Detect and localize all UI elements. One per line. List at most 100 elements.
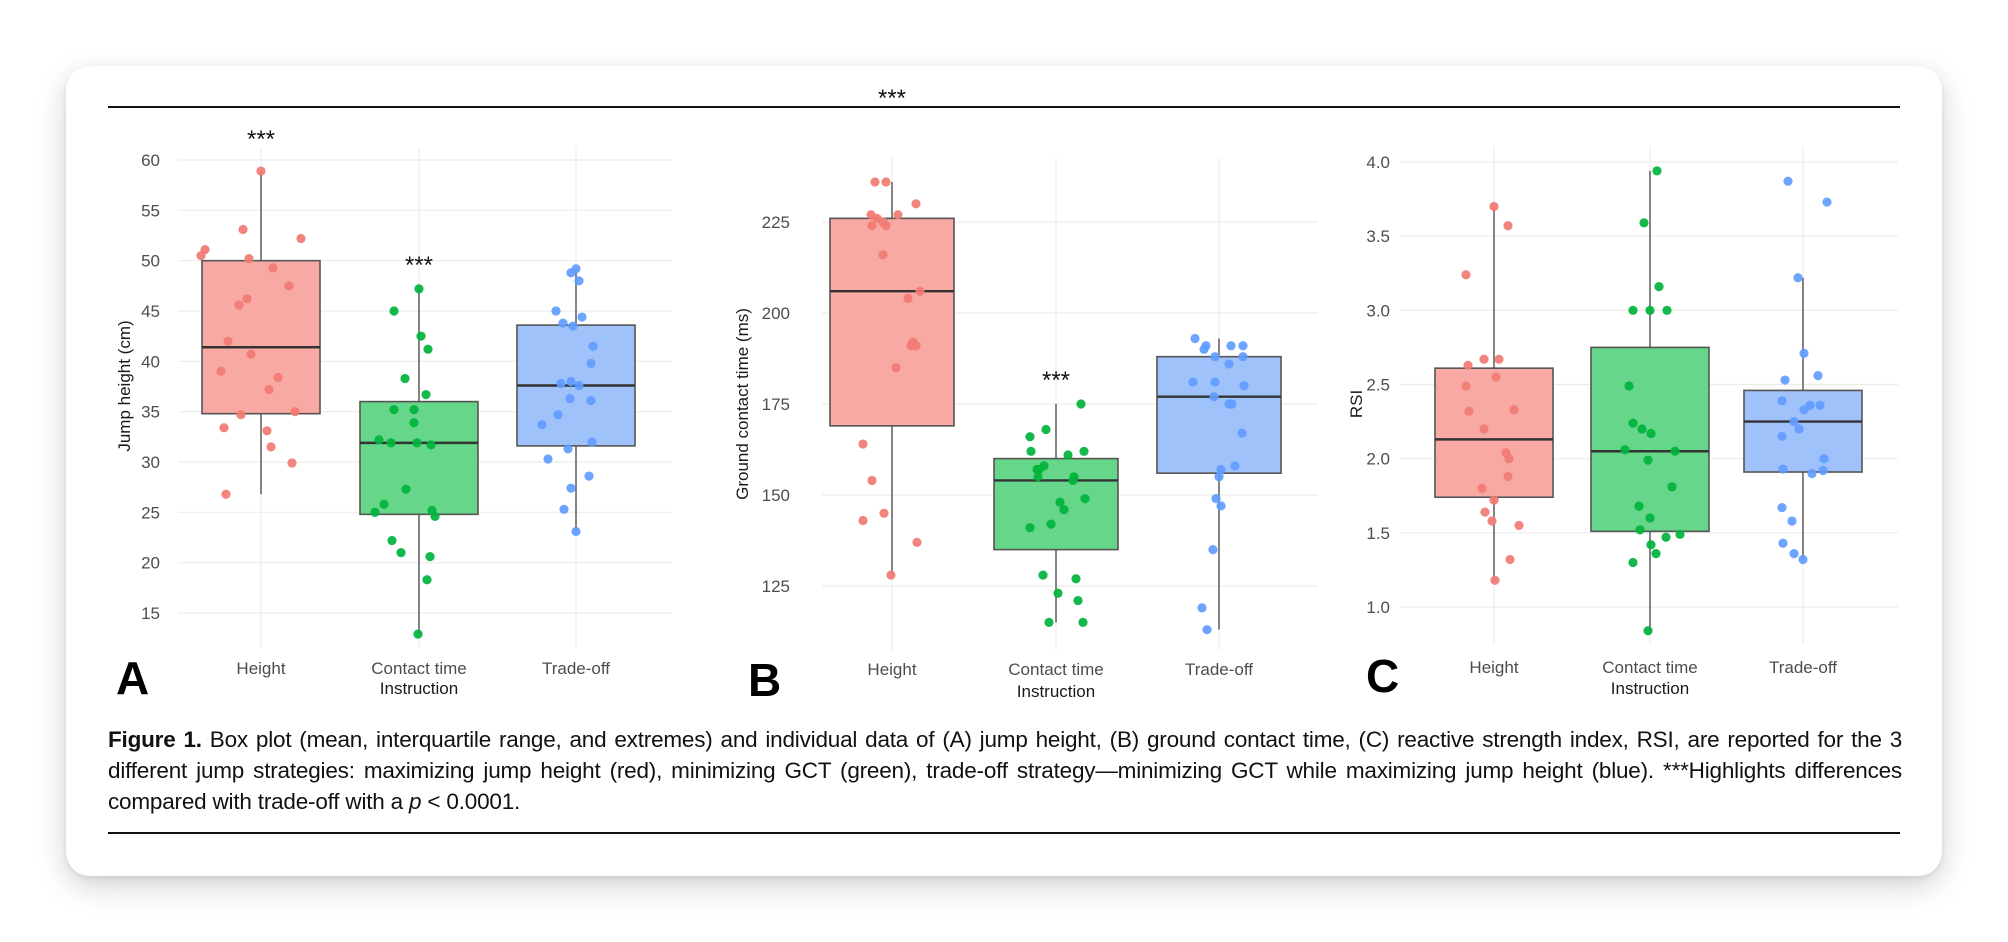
data-point	[1073, 596, 1082, 605]
panel-a: 15202530354045505560Jump height (cm)***H…	[115, 126, 672, 704]
data-point	[396, 548, 405, 557]
y-tick-label: 50	[141, 252, 160, 271]
data-point	[379, 500, 388, 509]
data-point	[1639, 218, 1648, 227]
y-tick-label: 40	[141, 352, 160, 371]
data-point	[1819, 454, 1828, 463]
data-point	[387, 536, 396, 545]
data-point	[1643, 626, 1652, 635]
data-point	[1071, 574, 1080, 583]
data-point	[389, 405, 398, 414]
y-axis-label: Jump height (cm)	[115, 320, 134, 451]
data-point	[879, 509, 888, 518]
y-tick-label: 20	[141, 554, 160, 573]
data-point	[1799, 349, 1808, 358]
data-point	[244, 254, 253, 263]
x-category-label: Contact time	[1008, 660, 1103, 679]
data-point	[1059, 505, 1068, 514]
data-point	[915, 287, 924, 296]
y-tick-label: 45	[141, 302, 160, 321]
data-point	[1777, 503, 1786, 512]
x-category-label: Trade-off	[542, 659, 610, 678]
data-point	[1199, 345, 1208, 354]
data-point	[563, 444, 572, 453]
data-point	[1053, 589, 1062, 598]
x-category-label: Height	[867, 660, 916, 679]
data-point	[1778, 464, 1787, 473]
data-point	[1645, 513, 1654, 522]
data-point	[1491, 372, 1500, 381]
data-point	[216, 367, 225, 376]
data-point	[911, 199, 920, 208]
data-point	[416, 332, 425, 341]
data-point	[553, 410, 562, 419]
data-point	[1651, 549, 1660, 558]
data-point	[886, 570, 895, 579]
data-point	[386, 438, 395, 447]
data-point	[196, 251, 205, 260]
data-point	[1063, 450, 1072, 459]
data-point	[1238, 352, 1247, 361]
data-point	[586, 359, 595, 368]
data-point	[412, 438, 421, 447]
data-point	[1807, 469, 1816, 478]
data-point	[1230, 461, 1239, 470]
data-point	[1461, 270, 1470, 279]
data-point	[1661, 533, 1670, 542]
data-point	[1670, 447, 1679, 456]
data-point	[1637, 424, 1646, 433]
series-trade-off	[1157, 334, 1281, 634]
data-point	[400, 374, 409, 383]
data-point	[296, 234, 305, 243]
data-point	[1489, 496, 1498, 505]
data-point	[389, 306, 398, 315]
data-point	[425, 552, 434, 561]
data-point	[1620, 445, 1629, 454]
data-point	[1210, 352, 1219, 361]
data-point	[422, 575, 431, 584]
series-contact-time: ***	[360, 252, 478, 639]
data-point	[1208, 545, 1217, 554]
data-point	[588, 342, 597, 351]
data-point	[577, 312, 586, 321]
bottom-rule	[108, 832, 1900, 834]
box-iqr	[202, 261, 320, 414]
data-point	[1789, 549, 1798, 558]
significance-marker: ***	[247, 126, 275, 153]
x-category-label: Contact time	[1602, 658, 1697, 677]
box-iqr	[360, 402, 478, 515]
data-point	[238, 225, 247, 234]
data-point	[1509, 405, 1518, 414]
data-point	[1505, 555, 1514, 564]
data-point	[1238, 341, 1247, 350]
y-tick-label: 55	[141, 201, 160, 220]
data-point	[287, 458, 296, 467]
y-tick-label: 15	[141, 604, 160, 623]
y-tick-label: 35	[141, 403, 160, 422]
data-point	[426, 440, 435, 449]
data-point	[574, 276, 583, 285]
y-tick-label: 200	[762, 304, 790, 323]
data-point	[1480, 507, 1489, 516]
data-point	[566, 268, 575, 277]
box-iqr	[1157, 357, 1281, 473]
data-point	[242, 294, 251, 303]
y-tick-label: 150	[762, 486, 790, 505]
data-point	[1514, 521, 1523, 530]
y-tick-label: 225	[762, 213, 790, 232]
caption-text-1: Box plot (mean, interquartile range, and…	[108, 727, 1902, 814]
significance-marker: ***	[878, 85, 906, 112]
x-category-label: Contact time	[371, 659, 466, 678]
data-point	[1079, 447, 1088, 456]
data-point	[1080, 494, 1089, 503]
data-point	[409, 405, 418, 414]
panel-letter: A	[116, 652, 149, 704]
data-point	[1041, 425, 1050, 434]
x-category-label: Trade-off	[1769, 658, 1837, 677]
data-point	[559, 505, 568, 514]
data-point	[858, 439, 867, 448]
data-point	[1777, 396, 1786, 405]
data-point	[574, 381, 583, 390]
x-axis-label: Instruction	[1611, 679, 1689, 698]
y-tick-label: 3.0	[1366, 301, 1390, 320]
